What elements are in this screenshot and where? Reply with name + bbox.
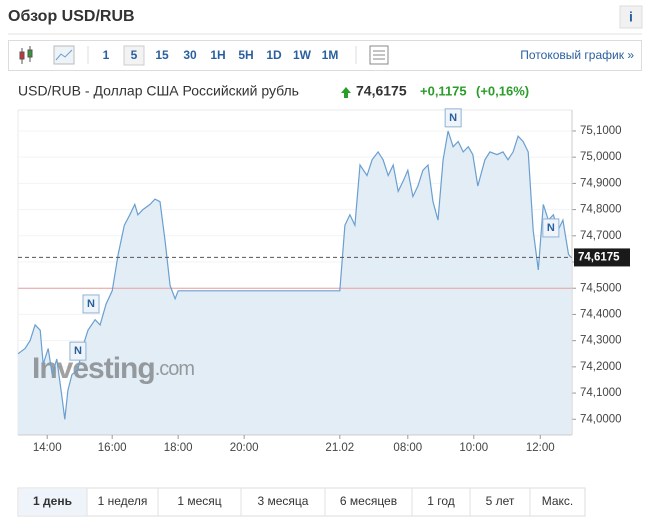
widget-title: Обзор USD/RUB: [8, 8, 135, 25]
stream-link[interactable]: Потоковый график »: [520, 48, 634, 62]
event-marker[interactable]: [444, 108, 462, 128]
y-tick-label: 74,9000: [580, 177, 622, 189]
y-tick-label: 74,1000: [580, 387, 622, 399]
period-tab[interactable]: 6 месяцев: [340, 494, 397, 508]
interval-button[interactable]: 1W: [293, 48, 312, 62]
period-bar: [17, 487, 586, 517]
period-selected[interactable]: [19, 489, 87, 515]
interval-button[interactable]: 5H: [238, 48, 253, 62]
last-price-box: [574, 248, 630, 267]
info-icon[interactable]: i: [629, 9, 633, 25]
x-tick-label: 10:00: [459, 442, 488, 454]
y-tick-label: 74,2000: [580, 361, 622, 373]
watermark: Investing.com: [32, 352, 194, 385]
x-tick-label: 12:00: [526, 442, 555, 454]
y-tick-label: 75,1000: [580, 125, 622, 137]
period-tab[interactable]: 5 лет: [486, 494, 515, 508]
event-marker-label[interactable]: N: [547, 222, 555, 234]
event-marker-label[interactable]: N: [74, 345, 82, 357]
interval-button[interactable]: 1: [103, 48, 110, 62]
interval-selected[interactable]: [123, 45, 145, 66]
change: +0,1175: [420, 83, 467, 98]
change-pct: (+0,16%): [476, 83, 529, 98]
table-icon[interactable]: [369, 45, 389, 65]
y-tick-label: 74,5000: [580, 282, 622, 294]
x-tick-label: 20:00: [230, 442, 259, 454]
period-tab[interactable]: 1 месяц: [177, 494, 221, 508]
toolbar: [8, 40, 642, 71]
instrument-name: USD/RUB - Доллар США Российский рубль: [18, 83, 299, 99]
interval-button[interactable]: 1M: [322, 48, 339, 62]
interval-button[interactable]: 1D: [266, 48, 282, 62]
interval-button[interactable]: 1H: [210, 48, 225, 62]
y-tick-label: 74,8000: [580, 204, 622, 216]
interval-button[interactable]: 15: [155, 48, 169, 62]
interval-button[interactable]: 30: [183, 48, 197, 62]
area-fill: [18, 131, 571, 435]
candle-icon[interactable]: [19, 46, 33, 64]
area-icon[interactable]: [53, 45, 75, 65]
x-tick-label: 08:00: [393, 442, 422, 454]
period-tab[interactable]: 1 неделя: [98, 494, 148, 508]
interval-button[interactable]: 5: [131, 48, 138, 62]
event-marker-label[interactable]: N: [449, 112, 457, 124]
last-price-label: 74,6175: [578, 251, 620, 263]
info-button[interactable]: [619, 5, 643, 29]
watermark-brand: Investing: [32, 352, 155, 385]
x-tick-label: 16:00: [98, 442, 127, 454]
x-tick-label: 18:00: [164, 442, 193, 454]
price-line: [17, 130, 572, 420]
event-marker[interactable]: [542, 218, 560, 238]
event-marker-label[interactable]: N: [87, 298, 95, 310]
period-tab[interactable]: 1 год: [427, 494, 455, 508]
y-tick-label: 74,3000: [580, 335, 622, 347]
y-tick-label: 75,0000: [580, 151, 622, 163]
y-tick-label: 74,7000: [580, 230, 622, 242]
watermark-suffix: .com: [155, 358, 195, 380]
up-arrow: [341, 87, 351, 98]
event-marker[interactable]: [69, 341, 87, 361]
y-tick-label: 74,4000: [580, 308, 622, 320]
period-tab[interactable]: 1 день: [33, 494, 72, 508]
event-marker[interactable]: [82, 294, 100, 314]
period-tab[interactable]: 3 месяца: [258, 494, 309, 508]
period-tab[interactable]: Макс.: [542, 494, 574, 508]
x-tick-label: 14:00: [33, 442, 62, 454]
price: 74,6175: [356, 83, 407, 99]
x-tick-label: 21.02: [325, 442, 354, 454]
y-tick-label: 74,0000: [580, 413, 622, 425]
